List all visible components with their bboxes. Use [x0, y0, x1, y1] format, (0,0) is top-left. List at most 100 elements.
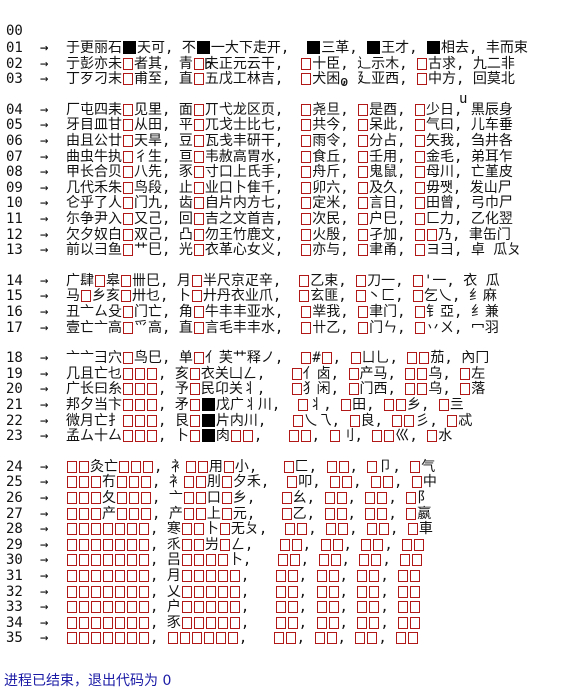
missing-glyph-box [230, 430, 241, 443]
missing-glyph-box [127, 632, 137, 645]
missing-glyph-box [277, 554, 288, 567]
row-glyphs: 于更丽石 天可, 不一大下走开, 三革, 王才, 相去, 丰而束 [66, 40, 528, 56]
missing-glyph-box [123, 414, 133, 427]
missing-glyph-box [167, 632, 178, 645]
missing-glyph-box [67, 523, 77, 536]
filled-block [367, 41, 381, 54]
column-label-u: u [459, 91, 468, 107]
row-glyphs: 几代禾朱 鸟段, 止业口卜隹千, 卯六, 及久, 毋쨋, 发山尸 [66, 179, 512, 196]
missing-glyph-box [189, 399, 200, 411]
missing-glyph-box [123, 352, 133, 365]
missing-glyph-box [275, 616, 286, 629]
missing-glyph-box [410, 585, 421, 598]
missing-glyph-box [193, 103, 204, 116]
missing-glyph-box [426, 228, 437, 241]
missing-glyph-box [181, 570, 192, 582]
missing-glyph-box [382, 476, 393, 489]
missing-glyph-box [135, 383, 145, 396]
missing-glyph-box [402, 538, 413, 551]
missing-glyph-box [301, 321, 312, 334]
missing-glyph-box [79, 538, 89, 551]
missing-glyph-box [349, 414, 360, 427]
row-glyphs: 亍彭亦未 者其, 青夫正元云干, 十臣, 辶示木, 古求, 九二非 [66, 55, 515, 72]
missing-glyph-box [67, 554, 77, 567]
missing-glyph-box [217, 570, 228, 582]
missing-glyph-box [119, 460, 129, 473]
row-glyphs: 夂, 亠口乡, 幺, , , 阝 [66, 490, 431, 507]
missing-glyph-box [414, 306, 425, 318]
missing-glyph-box [103, 538, 113, 551]
missing-glyph-box [129, 476, 139, 489]
arrow-icon: → [40, 71, 49, 88]
row-number: 33 [6, 599, 23, 616]
missing-glyph-box [358, 135, 369, 147]
row-glyphs: 广肆皋卌巳, 月半尺京疋辛, 乙束, 刀一, '一, 衣 瓜 [66, 272, 500, 289]
missing-glyph-box [91, 632, 101, 645]
missing-glyph-box [67, 601, 77, 614]
missing-glyph-box [147, 414, 157, 427]
missing-glyph-box [330, 554, 341, 567]
missing-glyph-box [139, 616, 149, 629]
missing-glyph-box [135, 399, 145, 411]
missing-glyph-box [407, 352, 418, 365]
missing-glyph-box [181, 585, 192, 598]
missing-glyph-box [117, 476, 127, 489]
missing-glyph-box [316, 585, 327, 598]
missing-glyph-box [369, 616, 380, 629]
missing-glyph-box [221, 476, 232, 489]
missing-glyph-box [91, 523, 101, 536]
filled-block [201, 429, 215, 443]
missing-glyph-box [127, 616, 137, 629]
row-glyphs: , 豕, , , , [66, 615, 421, 632]
missing-glyph-box [91, 507, 101, 520]
missing-glyph-box [297, 523, 308, 536]
row-glyphs: 马乡亥 卅乜, 卜廾丹衣业爪, 玄匪, 丶匚, 乞乀, 纟麻 [66, 288, 497, 305]
missing-glyph-box [117, 507, 127, 520]
missing-glyph-box [411, 476, 422, 489]
row-number: 21 [6, 397, 23, 413]
missing-glyph-box [414, 119, 425, 132]
header-row: 00 → h o u [6, 6, 467, 107]
missing-glyph-box [287, 585, 298, 598]
missing-glyph-box [410, 460, 421, 473]
missing-glyph-box [181, 538, 192, 551]
missing-glyph-box [377, 492, 388, 504]
missing-glyph-box [371, 554, 382, 567]
row-glyphs: 邦夕当卞, 矛戊广丬川, 丬, 田, 乡, 亖 [66, 397, 464, 413]
missing-glyph-box [414, 181, 425, 194]
missing-glyph-box [414, 228, 425, 241]
row-number: 19 [6, 365, 23, 382]
missing-glyph-box [358, 244, 369, 257]
arrow-icon: → [40, 242, 49, 259]
missing-glyph-box [291, 538, 302, 551]
missing-glyph-box [338, 460, 349, 473]
missing-glyph-box [229, 570, 240, 582]
row-glyphs: 几且亡乜, 亥衣关凵ㄥ, 亻卤, 产马, 乌, 左 [66, 365, 486, 382]
missing-glyph-box [417, 383, 428, 396]
missing-glyph-box [115, 632, 125, 645]
column-label-o: o [340, 74, 349, 90]
missing-glyph-box [219, 523, 230, 536]
row-number: 08 [6, 164, 23, 181]
missing-glyph-box [131, 460, 141, 473]
row-glyphs: 甲长合贝 八先, 豕寸口上氏手, 舟斤, 鬼鼠, 母川, 亡堇皮 [66, 164, 513, 181]
missing-glyph-box [372, 430, 383, 443]
row-glyphs: 由且公廿 天旱, 豆瓦戋丰研干, 雨令, 分占, 矢我, 刍井各 [66, 133, 513, 149]
missing-glyph-box [357, 570, 368, 582]
missing-glyph-box [141, 507, 151, 520]
arrow-icon: → [40, 40, 49, 56]
row-number: 12 [6, 226, 23, 243]
missing-glyph-box [91, 492, 101, 504]
missing-glyph-box [103, 523, 113, 536]
missing-glyph-box [79, 476, 89, 489]
missing-glyph-box [405, 367, 416, 380]
row-glyphs: , 寒卜无ㄆ, , , , 車 [66, 521, 433, 538]
row-number: 16 [6, 304, 23, 320]
missing-glyph-box [179, 632, 190, 645]
missing-glyph-box [79, 570, 89, 582]
missing-glyph-box [135, 367, 145, 380]
missing-glyph-box [328, 570, 339, 582]
arrow-icon: → [40, 614, 49, 631]
missing-glyph-box [287, 601, 298, 614]
